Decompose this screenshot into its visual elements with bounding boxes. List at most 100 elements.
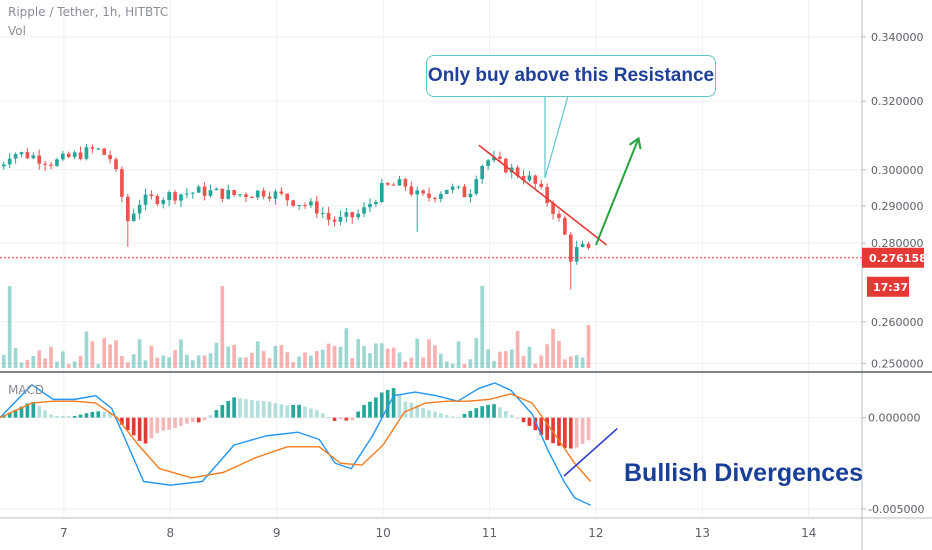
macd-line — [0, 382, 591, 506]
candle — [55, 157, 59, 167]
candle — [202, 182, 207, 201]
candle-body — [273, 191, 278, 199]
volume-bar — [90, 341, 95, 368]
histogram-bar — [226, 401, 231, 418]
candle-body — [539, 183, 544, 188]
candle — [61, 150, 65, 161]
volume-bar — [279, 345, 284, 368]
histogram-bar — [244, 399, 248, 418]
candle — [350, 211, 355, 224]
candle-body — [167, 192, 171, 201]
indicator-lines — [0, 382, 592, 506]
volume-bar — [173, 350, 177, 368]
volume-bar — [143, 360, 148, 368]
candle — [238, 193, 242, 198]
volume-bar — [421, 357, 425, 368]
histogram-bar — [374, 397, 378, 418]
histogram-bar — [179, 417, 183, 426]
histogram-bar — [338, 417, 343, 420]
volume-bar — [84, 331, 89, 368]
candle — [149, 190, 154, 200]
candle-body — [19, 152, 24, 155]
resistance-trendline — [478, 144, 608, 246]
candle-body — [309, 201, 313, 206]
candle — [37, 149, 42, 170]
candle — [72, 150, 77, 160]
candle — [7, 153, 12, 169]
candle — [232, 189, 236, 197]
histogram-bar — [539, 417, 544, 436]
candle-body — [474, 179, 479, 194]
candle-body — [279, 191, 284, 194]
histogram-bar — [356, 411, 360, 418]
candle — [539, 179, 544, 190]
candle — [374, 199, 378, 208]
volume-bar — [356, 338, 360, 368]
volume-bar — [214, 342, 219, 368]
histogram-bar — [379, 392, 384, 418]
candle — [114, 157, 118, 172]
candle-body — [49, 164, 53, 166]
candle — [214, 187, 219, 191]
histogram-bar — [415, 404, 420, 418]
candle — [255, 190, 260, 201]
candle — [421, 189, 425, 196]
candle-body — [320, 213, 325, 215]
histogram-bar — [444, 415, 449, 418]
price-tick-label: 0.320000 — [871, 95, 924, 108]
volume-bar — [185, 354, 189, 368]
volume-bar — [49, 346, 53, 368]
volume-bar — [498, 351, 502, 368]
candle-body — [427, 193, 431, 198]
candle — [66, 151, 71, 159]
candle-body — [267, 196, 272, 199]
candle-body — [179, 194, 183, 201]
candle — [226, 184, 231, 200]
candle-body — [131, 213, 136, 222]
candle — [179, 193, 183, 208]
histogram-bar — [250, 400, 254, 418]
histogram-bar — [368, 401, 372, 418]
histogram-bar — [149, 417, 154, 439]
histogram-bar — [509, 414, 514, 418]
volume-bars — [1, 286, 591, 368]
time-tick-label: 7 — [60, 526, 68, 540]
volume-bar — [131, 354, 136, 368]
volume-bar — [574, 355, 579, 368]
candle-body — [238, 194, 242, 196]
volume-bar — [232, 344, 236, 368]
candle-body — [391, 184, 396, 186]
candle-body — [1, 164, 6, 167]
histogram-bar — [66, 415, 71, 418]
volume-bar — [403, 361, 408, 368]
histogram-bar — [137, 417, 142, 441]
price-badge-value: 0.276158 — [869, 252, 927, 265]
volume-bar — [61, 351, 65, 368]
candle — [13, 152, 18, 164]
volume-bar — [391, 347, 396, 368]
candle-body — [439, 193, 443, 200]
candle — [557, 210, 561, 222]
histogram-bar — [403, 401, 408, 418]
volume-bar — [545, 344, 549, 368]
candle — [545, 183, 549, 207]
candle-body — [185, 193, 189, 195]
histogram-bar — [456, 417, 461, 419]
candle-body — [468, 193, 473, 198]
candle — [385, 181, 390, 186]
candle-body — [403, 179, 408, 187]
candle — [244, 192, 248, 203]
volume-bar — [37, 350, 42, 368]
candle — [391, 182, 396, 186]
candle — [338, 210, 343, 226]
candle — [379, 178, 384, 203]
candle — [344, 207, 349, 223]
candle-body — [208, 190, 213, 196]
volume-bar — [409, 357, 414, 368]
candle — [143, 188, 148, 211]
histogram-bar — [486, 404, 490, 418]
histogram-bar — [462, 413, 467, 418]
volume-bar — [120, 355, 124, 368]
